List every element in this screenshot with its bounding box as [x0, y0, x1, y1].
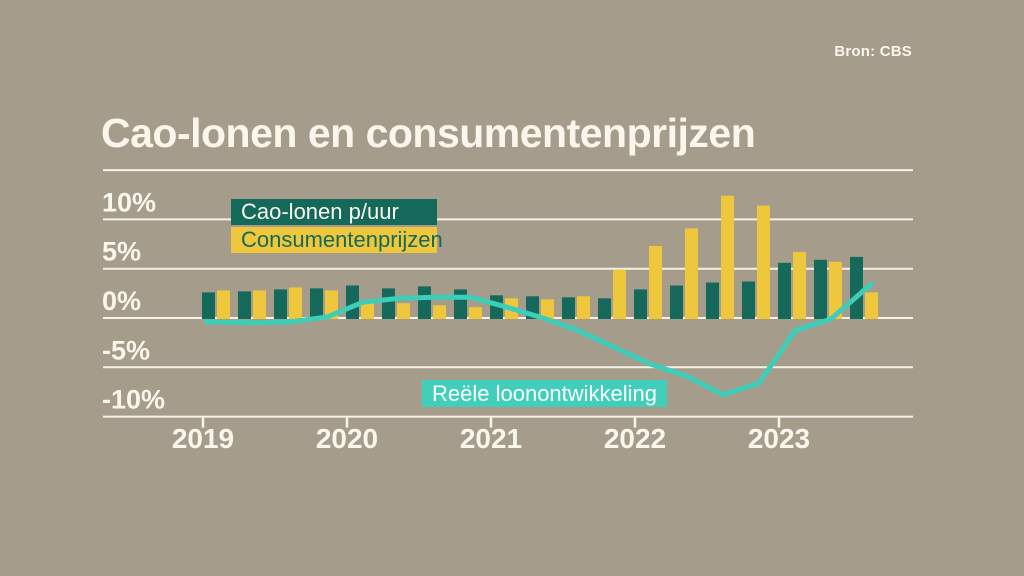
consumentenprijzen-bar [577, 296, 590, 319]
cao-lonen-bar [742, 281, 755, 319]
consumentenprijzen-bar [685, 228, 698, 319]
consumentenprijzen-bar [217, 290, 230, 319]
cao-lonen-bar [418, 286, 431, 319]
cao-lonen-bar [346, 285, 359, 319]
x-axis-label: 2021 [460, 423, 522, 454]
y-axis-label: 5% [102, 237, 141, 267]
legend-cao-lonen: Cao-lonen p/uur [231, 199, 437, 225]
cao-lonen-bar [202, 292, 215, 319]
consumentenprijzen-bar [253, 290, 266, 319]
consumentenprijzen-bar [541, 299, 554, 319]
cao-lonen-bar [706, 282, 719, 319]
cao-lonen-bar [454, 289, 467, 319]
consumentenprijzen-bar [829, 261, 842, 319]
x-axis-label: 2023 [748, 423, 810, 454]
cao-lonen-bar [670, 285, 683, 319]
consumentenprijzen-bar [649, 246, 662, 319]
source-label: Bron: CBS [834, 43, 912, 60]
legend-consumentenprijzen: Consumentenprijzen [231, 227, 443, 253]
consumentenprijzen-bar [433, 305, 446, 319]
cao-lonen-bar [382, 288, 395, 319]
x-axis-label: 2020 [316, 423, 378, 454]
cao-lonen-bar [634, 289, 647, 319]
cao-lonen-bar [238, 291, 251, 319]
consumentenprijzen-bar [397, 303, 410, 319]
cao-lonen-bar [562, 297, 575, 319]
y-axis-label: -5% [102, 335, 150, 365]
x-axis-label: 2022 [604, 423, 666, 454]
consumentenprijzen-bar [757, 205, 770, 319]
cao-lonen-bar [814, 259, 827, 319]
cao-lonen-bar [778, 262, 791, 319]
consumentenprijzen-bar [721, 195, 734, 319]
reele-loonontwikkeling-line [203, 280, 875, 398]
consumentenprijzen-bar [613, 269, 626, 319]
x-axis-label: 2019 [172, 423, 234, 454]
page-title: Cao-lonen en consumentenprijzen [101, 110, 756, 156]
cao-lonen-bar [850, 256, 863, 319]
y-axis-label: 0% [102, 286, 141, 316]
y-axis-label: -10% [102, 385, 165, 415]
cao-lonen-bar [310, 288, 323, 319]
consumentenprijzen-bar [289, 287, 302, 319]
consumentenprijzen-bar [865, 292, 878, 319]
legend-reele-loonontwikkeling: Reële loonontwikkeling [422, 380, 668, 407]
consumentenprijzen-bar [361, 300, 374, 319]
cao-lonen-bar [274, 289, 287, 319]
cao-lonen-bar [598, 298, 611, 319]
consumentenprijzen-bar [469, 307, 482, 319]
y-axis-label: 10% [102, 187, 156, 217]
consumentenprijzen-bar [793, 251, 806, 319]
